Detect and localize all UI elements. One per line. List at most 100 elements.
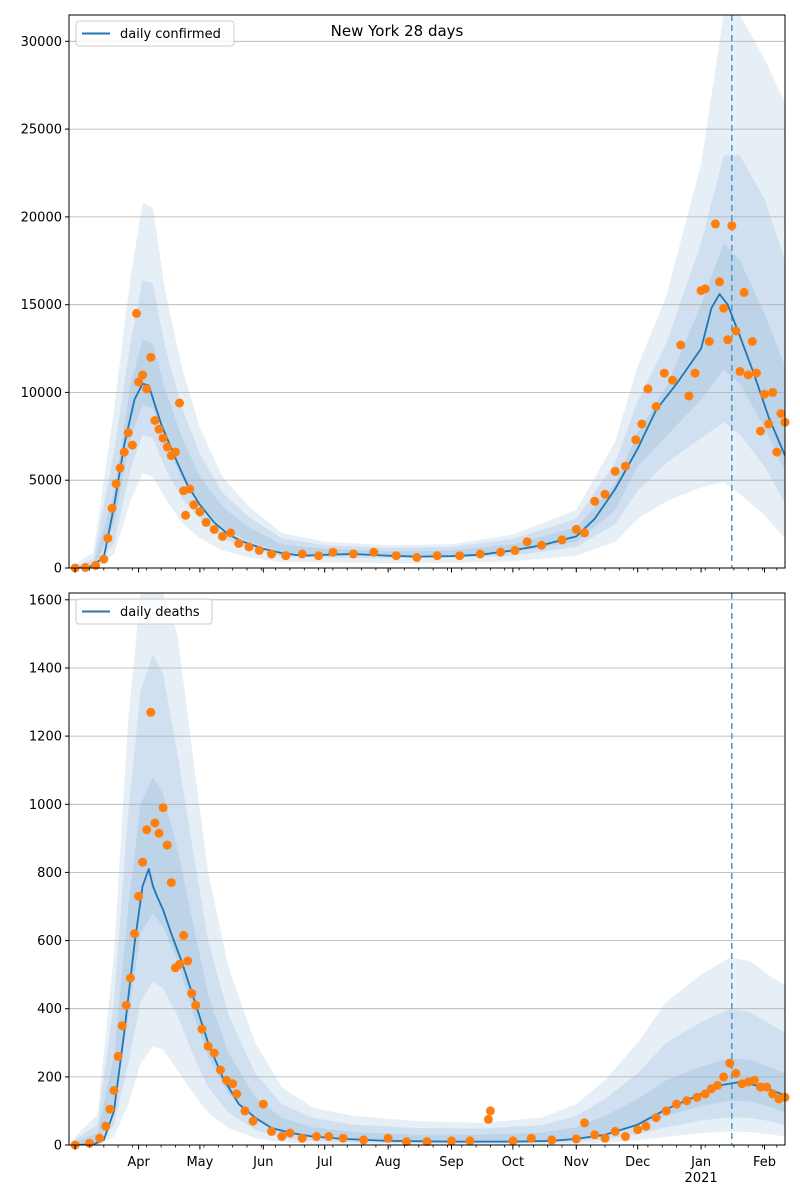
x-tick-label-jun: Jun xyxy=(252,1155,273,1170)
axes-frame xyxy=(68,592,786,1146)
data-point xyxy=(134,377,144,387)
data-point xyxy=(142,384,152,394)
y-tick-label-600: 600 xyxy=(37,934,62,949)
data-point xyxy=(187,988,197,998)
data-point xyxy=(162,442,172,452)
x-tick-label-sep: Sep xyxy=(439,1155,464,1170)
data-point xyxy=(328,547,338,557)
data-point xyxy=(768,1089,778,1099)
data-point xyxy=(217,531,227,541)
confirmed-confidence-bands xyxy=(75,15,785,568)
confidence-band-3 xyxy=(75,777,785,1145)
data-point xyxy=(641,1121,651,1131)
data-point xyxy=(201,517,211,527)
x-tick-label-jan: Jan xyxy=(690,1155,711,1170)
y-tick-label-1200: 1200 xyxy=(29,730,62,745)
y-tick-label-10000: 10000 xyxy=(21,386,62,401)
data-point xyxy=(710,219,720,229)
data-point xyxy=(537,540,547,550)
data-point xyxy=(743,370,753,380)
data-point xyxy=(297,1133,307,1143)
data-point xyxy=(130,929,139,939)
data-point xyxy=(580,528,589,538)
data-point xyxy=(496,547,506,557)
x-tick-label-feb: Feb xyxy=(753,1155,776,1170)
data-point xyxy=(522,537,532,547)
confidence-band-3 xyxy=(75,243,785,568)
data-point xyxy=(203,1041,213,1051)
data-point xyxy=(422,1137,432,1147)
data-point xyxy=(749,1075,759,1085)
data-point xyxy=(725,1058,735,1068)
y-tick-label-400: 400 xyxy=(37,1002,62,1017)
data-point xyxy=(369,547,379,557)
confirmed-panel: 0 5000 10000 15000 20000 25000 30000 New York … xyxy=(21,14,790,577)
data-point xyxy=(762,1082,772,1092)
data-point xyxy=(571,1134,581,1144)
data-point xyxy=(297,549,307,559)
data-point xyxy=(402,1137,411,1147)
x-year-label: 2021 xyxy=(685,1171,718,1186)
data-point xyxy=(107,503,117,513)
x-tick-label-may: May xyxy=(186,1155,213,1170)
data-point xyxy=(158,433,168,443)
data-point xyxy=(526,1133,536,1143)
data-point xyxy=(234,538,244,548)
y-tick-label-0: 0 xyxy=(54,562,62,577)
data-point xyxy=(704,337,714,346)
data-point xyxy=(117,1021,127,1031)
deaths-panel: 0 200 400 600 800 1000 1200 1400 1600 Apr May Jun J… xyxy=(29,592,790,1186)
legend-label-daily-confirmed: daily confirmed xyxy=(120,27,221,42)
data-point xyxy=(772,447,782,457)
x-tick-label-apr: Apr xyxy=(127,1155,150,1170)
y-tick-label-30000: 30000 xyxy=(21,35,62,50)
deaths-gridlines xyxy=(69,599,785,1146)
data-point xyxy=(115,463,125,473)
data-point xyxy=(510,545,520,555)
data-point xyxy=(590,496,600,506)
data-point xyxy=(197,1024,207,1034)
data-point xyxy=(723,335,733,345)
data-point xyxy=(690,368,700,378)
data-point xyxy=(181,510,191,520)
data-point xyxy=(571,524,581,534)
data-point xyxy=(228,1079,238,1089)
data-point xyxy=(258,1099,268,1109)
data-point xyxy=(240,1106,250,1116)
data-point xyxy=(244,542,254,552)
y-tick-label-1600: 1600 xyxy=(29,593,62,608)
data-point xyxy=(209,1048,219,1058)
data-point xyxy=(254,545,264,555)
data-point xyxy=(643,384,653,394)
data-point xyxy=(103,533,113,543)
deaths-legend[interactable]: daily deaths xyxy=(75,598,213,625)
data-point xyxy=(692,1092,702,1102)
data-point xyxy=(215,1065,225,1075)
y-tick-label-5000: 5000 xyxy=(29,474,62,489)
data-point xyxy=(637,419,647,429)
data-point xyxy=(175,959,184,969)
data-point xyxy=(508,1136,518,1146)
data-point xyxy=(127,440,137,450)
data-point xyxy=(281,551,291,561)
data-point xyxy=(314,551,324,561)
data-point xyxy=(672,1099,682,1109)
data-point xyxy=(590,1130,600,1140)
data-point xyxy=(735,366,745,376)
data-point xyxy=(651,1113,661,1123)
confirmed-legend[interactable]: daily confirmed xyxy=(75,20,235,47)
data-point xyxy=(731,326,741,336)
data-point xyxy=(111,479,121,489)
data-point xyxy=(651,402,661,411)
data-point xyxy=(620,461,630,471)
data-point xyxy=(676,340,686,350)
confirmed-x-ticks xyxy=(74,568,778,573)
data-point xyxy=(95,1133,105,1143)
data-point xyxy=(447,1136,456,1146)
y-tick-label-1000: 1000 xyxy=(29,798,62,813)
data-point xyxy=(600,489,610,499)
data-point xyxy=(659,368,669,378)
chart-title: New York 28 days xyxy=(331,22,464,40)
data-point xyxy=(146,707,156,717)
data-point xyxy=(142,825,152,835)
